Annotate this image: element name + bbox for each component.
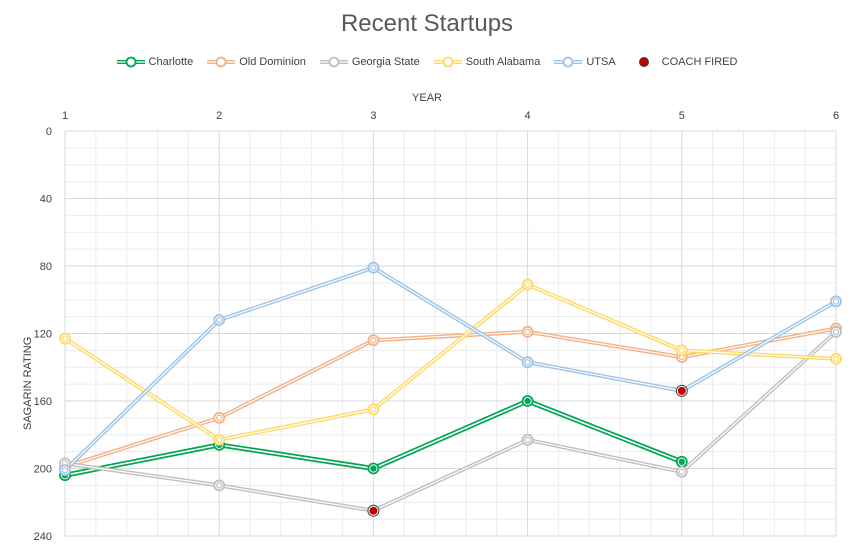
coach-fired-marker-fill — [677, 386, 686, 395]
legend-item: Charlotte — [116, 55, 194, 69]
data-point — [367, 261, 380, 274]
data-point — [830, 325, 842, 338]
legend-swatch — [319, 56, 348, 68]
legend-label: Charlotte — [148, 56, 194, 68]
x-tick-label: 6 — [833, 110, 839, 122]
legend-label: Old Dominion — [239, 56, 306, 68]
data-point — [367, 462, 380, 475]
data-point — [830, 352, 842, 365]
legend-label: South Alabama — [465, 56, 541, 68]
data-point — [367, 403, 380, 416]
y-tick-label: 200 — [34, 464, 52, 476]
y-tick-label: 0 — [46, 126, 52, 138]
data-point — [213, 314, 226, 326]
x-tick-label: 5 — [679, 110, 685, 122]
series-line — [63, 282, 837, 442]
series-line-highlight — [64, 267, 837, 471]
legend-item: Georgia State — [319, 55, 420, 69]
x-tick-label: 2 — [216, 110, 222, 122]
data-point — [59, 332, 71, 345]
legend-swatch — [554, 56, 583, 68]
data-point — [367, 334, 380, 347]
legend-item: UTSA — [554, 55, 616, 69]
data-point — [213, 479, 226, 492]
coach-fired-marker-fill — [369, 506, 378, 515]
legend-item: South Alabama — [433, 55, 541, 69]
x-tick-label: 4 — [525, 110, 531, 122]
y-tick-label: 40 — [40, 194, 52, 206]
data-point — [675, 455, 688, 468]
x-tick-label: 3 — [370, 110, 376, 122]
data-point — [521, 433, 534, 446]
legend-label: COACH FIRED — [661, 56, 738, 68]
y-tick-label: 240 — [34, 531, 52, 543]
data-point — [521, 278, 534, 291]
legend-swatch — [116, 56, 145, 68]
data-point — [59, 464, 71, 477]
legend-item: COACH FIRED — [630, 55, 738, 69]
legend-swatch — [638, 57, 649, 67]
legend-label: Georgia State — [351, 56, 420, 68]
y-tick-label: 120 — [34, 329, 52, 341]
chart-title: Recent Startups — [340, 10, 514, 37]
data-point — [521, 356, 534, 369]
data-point — [675, 344, 688, 357]
data-point — [213, 433, 226, 446]
legend-swatch — [433, 56, 462, 68]
y-tick-label: 160 — [34, 396, 52, 408]
chart-legend: Charlotte Old Dominion Georgia State South … — [0, 55, 854, 69]
data-point — [213, 411, 226, 424]
y-tick-label: 80 — [40, 261, 52, 273]
data-point — [521, 395, 534, 407]
series-line-highlight — [64, 283, 837, 441]
x-axis-title: YEAR — [412, 92, 442, 104]
legend-swatch — [207, 56, 236, 68]
data-point — [521, 325, 534, 338]
data-point — [830, 295, 842, 308]
data-point — [675, 465, 688, 478]
series-line-highlight — [64, 331, 837, 512]
x-tick-label: 1 — [62, 110, 68, 122]
legend-item: Old Dominion — [207, 55, 306, 69]
legend-label: UTSA — [586, 56, 616, 68]
